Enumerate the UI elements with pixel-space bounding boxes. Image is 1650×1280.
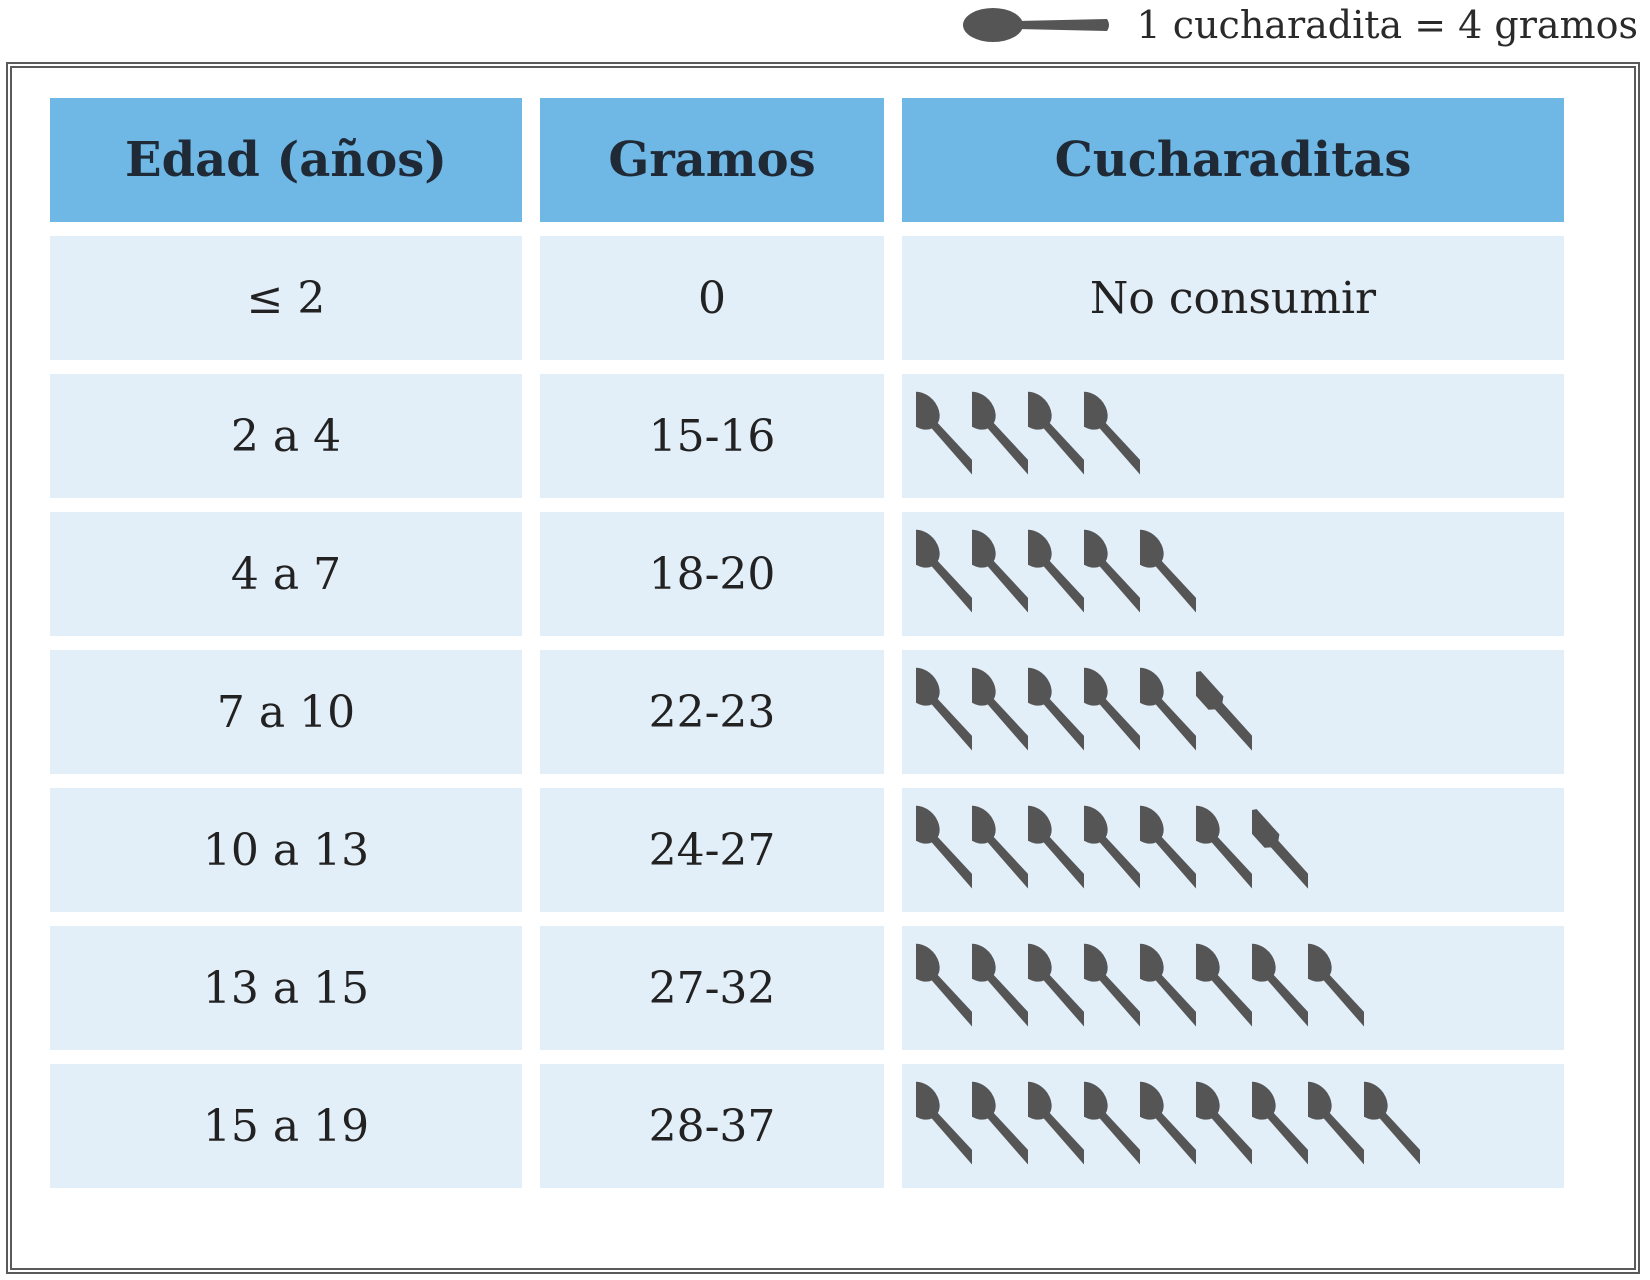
teaspoons-cell	[902, 374, 1564, 498]
age-cell: 7 a 10	[50, 650, 522, 774]
age-cell: 13 a 15	[50, 926, 522, 1050]
spoon-group	[916, 1070, 1420, 1182]
table-row: 7 a 10 22-23	[50, 650, 1564, 774]
spoon-icon	[1028, 1081, 1084, 1166]
spoon-icon	[1140, 529, 1196, 614]
age-cell: 2 a 4	[50, 374, 522, 498]
table-body: ≤ 2 0 No consumir 2 a 4 15-16 4 a 7 18-20 7 a 1…	[50, 222, 1564, 1188]
spoon-icon	[916, 529, 972, 614]
spoon-icon	[916, 943, 972, 1028]
table-frame: Edad (años) Gramos Cucharaditas ≤ 2 0 No c…	[6, 62, 1640, 1274]
spoon-icon	[1084, 943, 1140, 1028]
spoon-icon	[1028, 667, 1084, 752]
grams-cell: 28-37	[540, 1064, 884, 1188]
spoon-icon	[916, 391, 972, 476]
spoon-icon	[916, 805, 972, 890]
spoon-group	[916, 518, 1196, 630]
row-gap	[50, 912, 1564, 926]
row-gap	[50, 636, 1564, 650]
spoon-icon	[1028, 529, 1084, 614]
age-cell: 15 a 19	[50, 1064, 522, 1188]
table-row: 15 a 19 28-37	[50, 1064, 1564, 1188]
teaspoons-cell	[902, 926, 1564, 1050]
teaspoons-cell: No consumir	[902, 236, 1564, 360]
spoon-icon	[1364, 1081, 1420, 1166]
table-row: 10 a 13 24-27	[50, 788, 1564, 912]
row-gap	[50, 498, 1564, 512]
teaspoons-cell	[902, 1064, 1564, 1188]
spoon-icon	[916, 667, 972, 752]
age-cell: 10 a 13	[50, 788, 522, 912]
header-age: Edad (años)	[50, 98, 522, 222]
legend: 1 cucharadita = 4 gramos	[961, 0, 1638, 50]
teaspoons-cell	[902, 788, 1564, 912]
partial-spoon-icon	[1252, 809, 1308, 890]
spoon-icon	[1028, 805, 1084, 890]
spoon-icon	[1140, 1081, 1196, 1166]
table-row: 13 a 15 27-32	[50, 926, 1564, 1050]
spoon-icon	[972, 1081, 1028, 1166]
spoon-icon	[972, 391, 1028, 476]
spoon-group	[916, 380, 1140, 492]
age-cell: ≤ 2	[50, 236, 522, 360]
spoon-icon	[972, 943, 1028, 1028]
spoon-icon	[1028, 943, 1084, 1028]
header-grams: Gramos	[540, 98, 884, 222]
spoon-icon	[972, 805, 1028, 890]
teaspoons-cell	[902, 512, 1564, 636]
spoon-icon	[1308, 943, 1364, 1028]
spoon-icon	[1196, 805, 1252, 890]
spoon-icon	[1140, 943, 1196, 1028]
row-gap	[50, 222, 1564, 236]
legend-label: 1 cucharadita = 4 gramos	[1136, 3, 1638, 47]
grams-cell: 22-23	[540, 650, 884, 774]
spoon-icon	[962, 8, 1109, 42]
row-gap	[50, 774, 1564, 788]
spoon-icon	[916, 1081, 972, 1166]
grams-cell: 15-16	[540, 374, 884, 498]
row-gap	[50, 360, 1564, 374]
spoon-group	[916, 794, 1308, 906]
grams-cell: 0	[540, 236, 884, 360]
row-gap	[50, 1050, 1564, 1064]
spoon-icon	[1140, 805, 1196, 890]
age-cell: 4 a 7	[50, 512, 522, 636]
spoon-icon	[972, 529, 1028, 614]
spoon-icon	[1084, 1081, 1140, 1166]
spoon-icon	[1196, 1081, 1252, 1166]
spoon-group	[916, 932, 1364, 1044]
spoon-icon	[1308, 1081, 1364, 1166]
grams-cell: 24-27	[540, 788, 884, 912]
teaspoons-cell	[902, 650, 1564, 774]
grams-cell: 27-32	[540, 926, 884, 1050]
sugar-table: Edad (años) Gramos Cucharaditas ≤ 2 0 No c…	[32, 98, 1582, 1188]
spoon-icon	[1140, 667, 1196, 752]
spoon-icon	[1084, 805, 1140, 890]
spoon-icon	[1084, 667, 1140, 752]
grams-cell: 18-20	[540, 512, 884, 636]
table-row: 2 a 4 15-16	[50, 374, 1564, 498]
partial-spoon-icon	[1196, 671, 1252, 752]
header-teaspoons: Cucharaditas	[902, 98, 1564, 222]
spoon-group	[916, 656, 1252, 768]
spoon-icon	[1084, 529, 1140, 614]
spoon-icon	[1252, 1081, 1308, 1166]
spoon-icon	[1252, 943, 1308, 1028]
spoon-icon	[1084, 391, 1140, 476]
spoon-icon	[972, 667, 1028, 752]
spoon-icon	[1196, 943, 1252, 1028]
table-row: 4 a 7 18-20	[50, 512, 1564, 636]
table-row: ≤ 2 0 No consumir	[50, 236, 1564, 360]
spoon-icon	[1028, 391, 1084, 476]
